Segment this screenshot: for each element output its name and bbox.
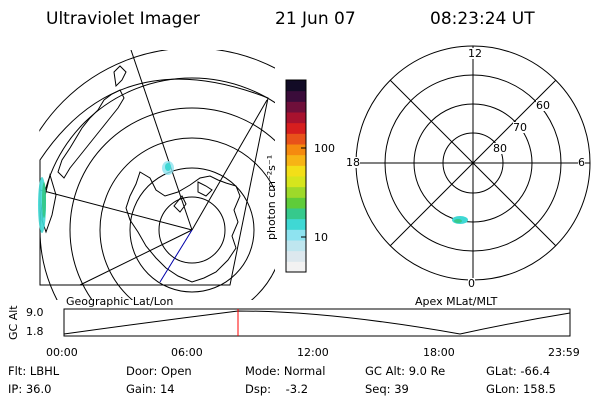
- geographic-caption: Geographic Lat/Lon: [66, 295, 174, 308]
- mode-status: Mode: Normal: [245, 364, 326, 378]
- colorbar-segment: [286, 240, 306, 252]
- colorbar-unit-label: photon cm⁻²s⁻¹: [265, 154, 278, 240]
- colorbar-segment: [286, 208, 306, 220]
- colorbar: [285, 79, 307, 273]
- colorbar-segment: [286, 250, 306, 262]
- colorbar-segment: [286, 165, 306, 177]
- polar-aurora-emission: [452, 216, 468, 224]
- instrument-title: Ultraviolet Imager: [46, 9, 200, 29]
- mlt-6-label: 6: [578, 156, 585, 169]
- colorbar-tick-10: 10: [314, 231, 328, 244]
- time-tick-2359: 23:59: [548, 346, 580, 359]
- colorbar-segment: [286, 176, 306, 188]
- observation-date: 21 Jun 07: [275, 9, 356, 29]
- glat-status: GLat: -66.4: [486, 364, 551, 378]
- mlat-60-label: 60: [536, 99, 550, 112]
- geographic-map: [38, 50, 275, 300]
- colorbar-segment: [286, 112, 306, 124]
- gc-alt-axis-label: GC Alt: [7, 305, 20, 340]
- dsp-status: Dsp: -3.2: [245, 382, 309, 396]
- apex-caption: Apex MLat/MLT: [415, 295, 498, 308]
- colorbar-segment: [286, 144, 306, 156]
- colorbar-segment: [286, 197, 306, 209]
- alt-tick-low: 1.8: [26, 325, 44, 338]
- mlat-80-label: 80: [493, 142, 507, 155]
- colorbar-tick-100: 100: [314, 142, 335, 155]
- colorbar-segment: [286, 133, 306, 145]
- colorbar-segment: [286, 186, 306, 198]
- seq-status: Seq: 39: [365, 382, 409, 396]
- polar-map: [355, 45, 591, 281]
- gain-status: Gain: 14: [126, 382, 175, 396]
- alt-tick-high: 9.0: [26, 306, 44, 319]
- mlat-70-label: 70: [513, 121, 527, 134]
- time-tick-1200: 12:00: [297, 346, 329, 359]
- colorbar-segment: [286, 154, 306, 166]
- colorbar-frame: [285, 79, 307, 273]
- mlt-0-label: 0: [468, 277, 475, 290]
- time-tick-0600: 06:00: [171, 346, 203, 359]
- colorbar-segment: [286, 101, 306, 113]
- mlt-12-label: 12: [468, 47, 482, 60]
- colorbar-segment: [286, 122, 306, 134]
- colorbar-segment: [286, 90, 306, 102]
- colorbar-segment: [286, 229, 306, 241]
- mlt-18-label: 18: [346, 156, 360, 169]
- glon-status: GLon: 158.5: [486, 382, 556, 396]
- time-tick-1800: 18:00: [423, 346, 455, 359]
- aurora-emission: [38, 161, 174, 233]
- nadir-line: [159, 229, 193, 283]
- colorbar-segment: [286, 218, 306, 230]
- gc-alt-status: GC Alt: 9.0 Re: [365, 364, 446, 378]
- colorbar-segment: [286, 80, 306, 92]
- ip-status: IP: 36.0: [8, 382, 52, 396]
- altitude-timeline: [63, 308, 571, 337]
- filter-status: Flt: LBHL: [8, 364, 60, 378]
- time-tick-0000: 00:00: [46, 346, 78, 359]
- colorbar-segment: [286, 261, 306, 273]
- door-status: Door: Open: [126, 364, 192, 378]
- observation-time: 08:23:24 UT: [430, 9, 535, 29]
